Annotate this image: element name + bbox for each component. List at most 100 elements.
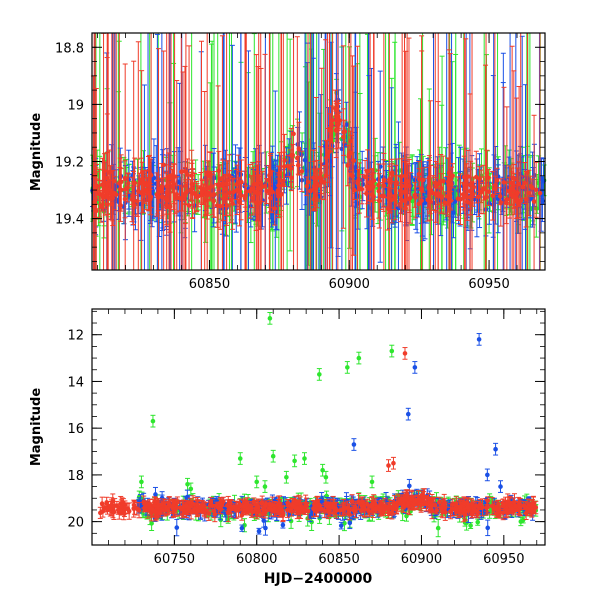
data-point <box>345 163 351 168</box>
data-point <box>254 190 260 196</box>
data-point <box>522 180 528 186</box>
top-panel-frame <box>91 32 546 271</box>
data-point <box>242 522 247 528</box>
data-point <box>449 181 454 187</box>
data-point <box>386 195 391 200</box>
data-point <box>407 195 413 201</box>
data-point <box>481 186 487 191</box>
data-point <box>348 150 354 156</box>
data-point <box>336 121 342 127</box>
data-point <box>476 194 481 200</box>
data-point <box>330 117 335 123</box>
data-point <box>396 205 401 211</box>
data-point <box>520 184 525 190</box>
data-point <box>272 206 278 211</box>
data-point <box>215 182 221 188</box>
data-point <box>394 180 400 185</box>
data-point <box>498 200 504 205</box>
data-point <box>190 181 195 187</box>
data-point <box>385 206 391 211</box>
data-point <box>214 203 220 208</box>
data-point <box>477 176 482 182</box>
data-point <box>299 169 305 174</box>
data-point <box>355 180 360 186</box>
data-point <box>327 149 332 154</box>
data-point <box>289 175 294 181</box>
data-point <box>305 179 311 185</box>
data-point <box>407 183 412 189</box>
top-panel: 60850 60900 60950 18.8 19 19.2 19.4 Magnitude <box>29 32 547 292</box>
data-point <box>470 191 476 197</box>
data-point <box>518 198 524 204</box>
data-point <box>249 186 254 192</box>
top-panel-y-axis-label: Magnitude <box>29 113 44 192</box>
data-point <box>416 171 422 177</box>
data-point <box>92 186 98 192</box>
data-point <box>216 168 222 174</box>
data-point <box>164 198 169 204</box>
data-point <box>159 188 164 194</box>
data-point <box>493 182 498 188</box>
top-panel-axes: 60850 60900 60950 18.8 19 19.2 19.4 <box>55 32 546 292</box>
data-point <box>308 188 313 194</box>
y-tick-label: 19.2 <box>55 155 84 170</box>
data-point <box>186 203 192 208</box>
data-point <box>179 196 185 202</box>
x-tick-label: 60850 <box>189 277 230 292</box>
data-point <box>413 195 418 200</box>
data-point <box>402 173 408 179</box>
data-point <box>381 193 387 199</box>
data-point <box>351 158 357 163</box>
data-point <box>182 193 188 198</box>
data-point <box>131 180 136 186</box>
data-point <box>185 172 190 177</box>
y-tick-label: 19 <box>67 98 84 113</box>
data-point <box>475 519 481 525</box>
data-point <box>427 183 432 189</box>
data-point <box>371 194 376 199</box>
data-point <box>490 193 495 199</box>
data-point <box>399 183 405 189</box>
data-point <box>389 171 395 177</box>
data-point <box>377 198 382 204</box>
data-point <box>276 183 281 188</box>
data-point <box>435 525 441 531</box>
data-point <box>194 194 200 200</box>
data-point <box>367 185 373 191</box>
data-point <box>405 178 410 184</box>
data-point <box>503 200 509 206</box>
data-point <box>442 200 448 206</box>
data-point <box>166 175 172 181</box>
data-point <box>171 184 176 189</box>
data-point <box>277 170 282 176</box>
data-point <box>275 188 281 193</box>
data-point <box>111 190 117 196</box>
data-point <box>509 180 514 186</box>
data-point <box>266 177 271 183</box>
data-point <box>504 197 510 202</box>
data-point <box>387 177 392 183</box>
data-point <box>416 201 422 207</box>
data-point <box>514 197 520 202</box>
data-point <box>148 172 154 178</box>
data-point <box>362 174 368 180</box>
data-point <box>174 192 180 197</box>
data-point <box>537 187 542 192</box>
data-point <box>321 180 327 185</box>
data-point <box>487 200 492 206</box>
data-point <box>341 134 346 140</box>
data-point <box>515 190 520 196</box>
data-point <box>324 155 329 161</box>
data-point <box>262 183 268 189</box>
data-point <box>402 189 408 195</box>
data-point <box>486 189 492 194</box>
data-point <box>207 170 213 176</box>
data-point <box>357 185 362 191</box>
top-panel-data <box>89 32 547 270</box>
data-point <box>122 187 128 192</box>
data-point <box>304 168 310 174</box>
bottom-panel-data <box>97 312 539 538</box>
data-point <box>333 114 339 119</box>
